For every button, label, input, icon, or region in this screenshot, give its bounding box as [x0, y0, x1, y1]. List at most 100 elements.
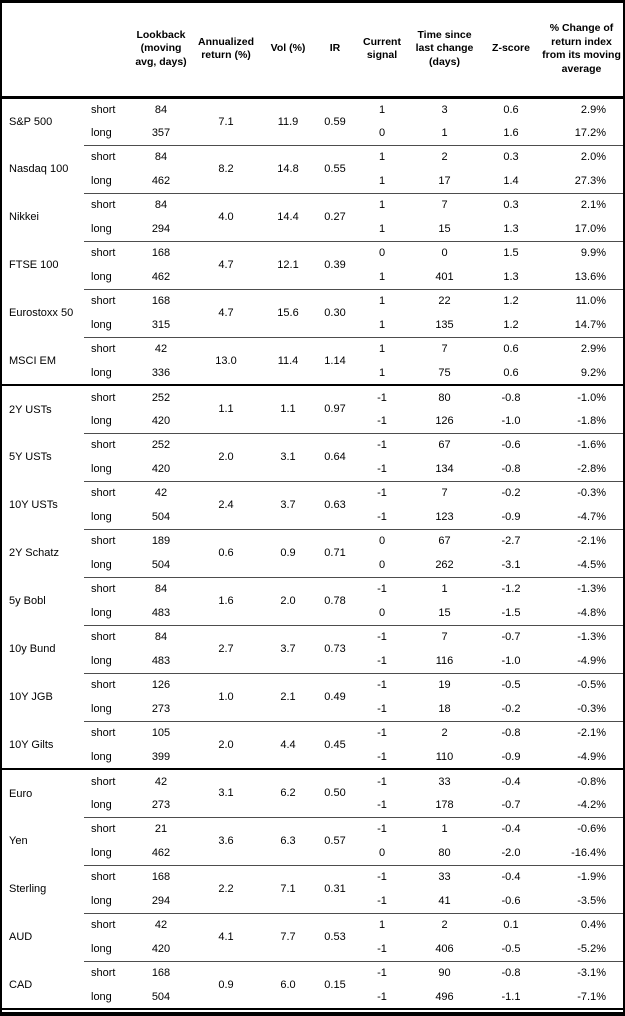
signal-cell: 0	[356, 553, 408, 578]
table-row: 5Y USTs short 252 2.0 3.1 0.64 -1 67 -0.6 -1.6%	[2, 433, 623, 482]
pct-change-cell: -16.4%	[541, 841, 623, 866]
row-label-long: long	[84, 457, 132, 482]
table-row: long 399 -1 110 -0.9 -4.9%	[2, 745, 623, 770]
zscore-cell: -0.4	[501, 823, 521, 836]
annualized-return-cell: 0.9	[190, 961, 262, 1010]
time-since-change-cell: 1	[441, 583, 448, 596]
lookback-cell: 462	[132, 841, 190, 866]
instrument-name: MSCI EM	[2, 337, 84, 386]
zscore-cell: -1.0	[481, 649, 541, 674]
zscore-cell: -0.9	[481, 505, 541, 530]
pct-change-cell: -0.3%	[541, 697, 623, 722]
row-label-long: long	[84, 361, 132, 386]
pct-change-cell: -0.3%	[577, 487, 606, 500]
row-label-long: long	[84, 697, 132, 722]
pct-change-cell: -7.1%	[541, 985, 623, 1010]
header-annualized-return: Annualized return (%)	[190, 3, 262, 99]
ir-cell: 0.27	[314, 193, 356, 242]
pct-change-cell: -0.8%	[577, 775, 606, 788]
zscore-cell: 1.5	[503, 247, 519, 260]
instrument-name: Yen	[9, 835, 28, 847]
lookback-cell: 399	[132, 745, 190, 770]
zscore-cell: 0.6	[503, 103, 519, 116]
lookback-cell: 357	[132, 121, 190, 146]
pct-change-cell: 2.0%	[580, 151, 606, 164]
header-lookback: Lookback (moving avg, days)	[132, 3, 190, 99]
signal-cell: -1	[377, 631, 387, 644]
table-row: long 273 -1 18 -0.2 -0.3%	[2, 697, 623, 722]
vol-cell: 7.1	[262, 865, 314, 914]
zscore-cell: -0.9	[481, 745, 541, 770]
ir-cell: 0.78	[314, 577, 356, 626]
zscore-cell: -3.1	[481, 553, 541, 578]
table-row: MSCI EM short 42 13.0 11.4 1.14 1 7 0.6 2.9%	[2, 337, 623, 386]
vol-cell: 6.3	[262, 817, 314, 866]
header-time-since-change: Time since last change (days)	[408, 3, 481, 99]
row-label-long: long	[84, 505, 132, 530]
table-row: long 294 -1 41 -0.6 -3.5%	[2, 889, 623, 914]
table-row: 10Y JGB short 126 1.0 2.1 0.49 -1 19 -0.5 -0.5%	[2, 673, 623, 722]
time-since-change-cell: 2	[441, 919, 448, 932]
row-label-long: long	[84, 217, 132, 242]
instrument-name: 10Y Gilts	[2, 721, 84, 770]
lookback-cell: 84	[154, 583, 168, 596]
lookback-cell: 168	[151, 247, 171, 260]
signal-cell: 0	[356, 601, 408, 626]
signal-cell: -1	[377, 871, 387, 884]
header-current-signal: Current signal	[356, 3, 408, 99]
pct-change-cell: 13.6%	[541, 265, 623, 290]
table-row: long 462 1 401 1.3 13.6%	[2, 265, 623, 290]
time-since-change-cell: 116	[408, 649, 481, 674]
annualized-return-cell: 4.7	[190, 289, 262, 338]
table-row: Nasdaq 100 short 84 8.2 14.8 0.55 1 2 0.3 2.0%	[2, 145, 623, 194]
vol-cell: 12.1	[262, 241, 314, 290]
row-label-short: short	[91, 247, 116, 260]
signal-cell: 1	[378, 151, 386, 164]
signal-cell: 1	[356, 265, 408, 290]
pct-change-cell: 17.2%	[541, 121, 623, 146]
time-since-change-cell: 15	[408, 217, 481, 242]
table-row: long 420 -1 406 -0.5 -5.2%	[2, 937, 623, 962]
time-since-change-cell: 33	[438, 775, 451, 788]
vol-cell: 7.7	[262, 913, 314, 962]
lookback-cell: 483	[132, 649, 190, 674]
zscore-cell: 1.2	[481, 313, 541, 338]
row-label-long: long	[84, 313, 132, 338]
ir-cell: 0.45	[314, 721, 356, 770]
table-row: Eurostoxx 50 short 168 4.7 15.6 0.30 1 22 1.2 11.…	[2, 289, 623, 338]
row-label-short: short	[91, 967, 116, 980]
zscore-cell: -0.5	[481, 937, 541, 962]
row-label-long: long	[84, 553, 132, 578]
annualized-return-cell: 2.0	[190, 721, 262, 770]
vol-cell: 4.4	[262, 721, 314, 770]
ir-cell: 0.31	[314, 865, 356, 914]
time-since-change-cell: 22	[438, 295, 451, 308]
pct-change-cell: 9.2%	[541, 361, 623, 386]
pct-change-cell: -4.8%	[541, 601, 623, 626]
signal-cell: -1	[377, 967, 387, 980]
lookback-cell: 420	[132, 937, 190, 962]
time-since-change-cell: 0	[441, 247, 448, 260]
lookback-cell: 84	[154, 199, 168, 212]
instrument-name: Nasdaq 100	[9, 163, 69, 175]
signal-cell: -1	[356, 649, 408, 674]
zscore-cell: -1.0	[481, 409, 541, 434]
signal-cell: -1	[356, 937, 408, 962]
time-since-change-cell: 19	[438, 679, 451, 692]
lookback-cell: 42	[154, 919, 168, 932]
ir-cell: 0.59	[314, 97, 356, 146]
signal-cell: 1	[378, 295, 386, 308]
instrument-name: 10Y USTs	[9, 499, 58, 511]
signal-cell: -1	[356, 745, 408, 770]
zscore-cell: -0.6	[501, 439, 521, 452]
row-label-short: short	[91, 775, 116, 788]
pct-change-cell: 17.0%	[541, 217, 623, 242]
lookback-cell: 315	[132, 313, 190, 338]
lookback-cell: 84	[154, 151, 168, 164]
lookback-cell: 84	[154, 103, 168, 116]
time-since-change-cell: 1	[408, 121, 481, 146]
header-ir: IR	[314, 3, 356, 99]
table-row: Yen short 21 3.6 6.3 0.57 -1 1 -0.4 -0.6%	[2, 817, 623, 866]
instrument-name: Eurostoxx 50	[9, 307, 74, 319]
annualized-return-cell: 13.0	[190, 337, 262, 386]
